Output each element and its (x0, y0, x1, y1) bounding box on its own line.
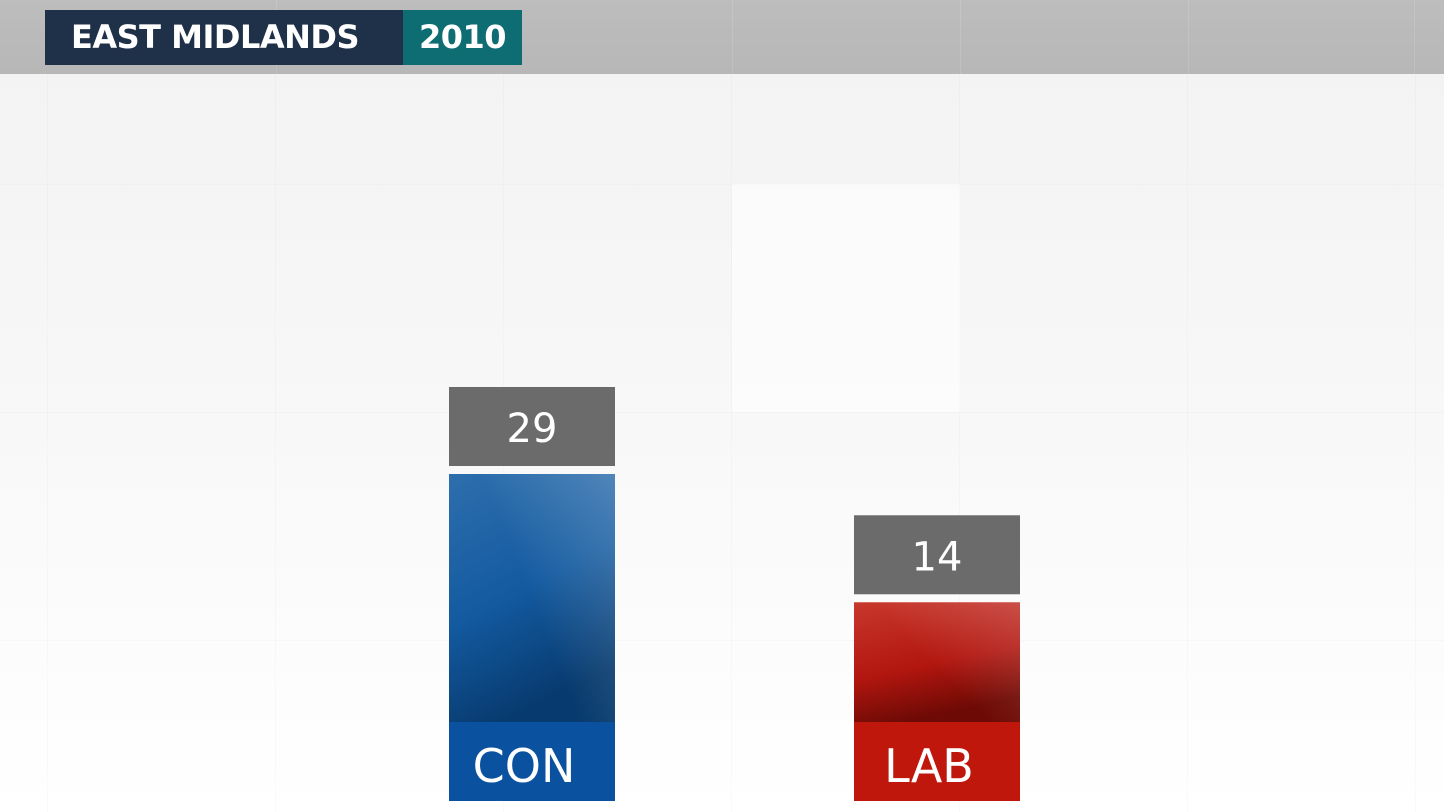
value-box-con (449, 387, 615, 466)
category-label-box-lab (854, 722, 1020, 801)
bars-layer: CON 29 LAB 14 (449, 387, 1020, 801)
category-label-box-con (449, 722, 615, 801)
category-label-con: CON (473, 739, 576, 793)
bar-group-lab: LAB 14 (854, 515, 1020, 801)
bar-group-con: CON 29 (449, 387, 615, 801)
category-label-lab: LAB (884, 739, 974, 793)
header-title-box: EAST MIDLANDS 2010 (45, 10, 523, 65)
bar-shine-lab (854, 602, 1020, 722)
bar-shine-con (449, 474, 615, 722)
region-title: EAST MIDLANDS (45, 10, 403, 65)
value-box-lab (854, 515, 1020, 595)
value-label-con: 29 (507, 406, 558, 452)
value-label-lab: 14 (912, 534, 963, 580)
header-bar: EAST MIDLANDS 2010 (0, 0, 1444, 74)
year-badge: 2010 (403, 10, 523, 65)
background-highlight-tile (732, 184, 960, 412)
